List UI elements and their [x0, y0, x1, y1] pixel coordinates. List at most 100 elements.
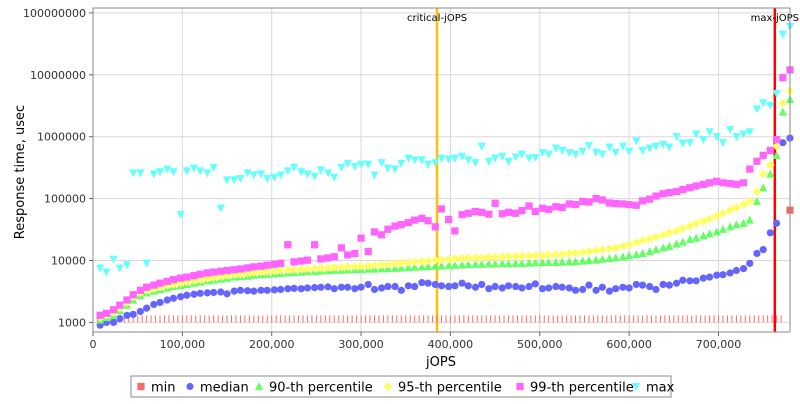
- 99-th-percentile-point: [136, 286, 144, 294]
- 90-th-percentile-point: [477, 259, 486, 268]
- 90-th-percentile-point: [678, 237, 687, 246]
- 95-th-percentile-point: [597, 245, 607, 255]
- median-point: [136, 307, 144, 316]
- 90-th-percentile-point: [726, 222, 735, 231]
- 99-th-percentile-point: [277, 259, 285, 267]
- 95-th-percentile-point: [337, 262, 346, 272]
- 99-th-percentile-point: [311, 241, 319, 249]
- max-point: [705, 128, 714, 137]
- median-point: [364, 280, 372, 289]
- max-point: [249, 171, 258, 180]
- 90-th-percentile-point: [471, 259, 480, 268]
- max-point: [203, 169, 212, 178]
- 99-th-percentile-point: [431, 223, 439, 231]
- max-point: [772, 89, 781, 98]
- y-tick-label: 1000: [58, 316, 86, 329]
- legend-label-95-th-percentile: 95-th percentile: [398, 381, 502, 396]
- median-point: [109, 318, 118, 327]
- max-point: [209, 163, 218, 172]
- 90-th-percentile-point: [672, 239, 681, 248]
- 95-th-percentile-point: [404, 258, 413, 267]
- 95-th-percentile-point: [444, 254, 454, 264]
- max-point: [498, 152, 507, 161]
- max-point: [102, 268, 111, 277]
- 90-th-percentile-point: [739, 218, 748, 227]
- 99-th-percentile-point: [351, 249, 359, 258]
- median-point: [759, 246, 767, 254]
- max-point: [778, 30, 787, 39]
- median-point: [525, 282, 533, 291]
- legend-label-min: min: [151, 381, 176, 396]
- 95-th-percentile-point: [517, 251, 527, 261]
- max-point: [732, 133, 741, 142]
- 90-th-percentile-point: [685, 234, 695, 243]
- 99-th-percentile-point: [357, 234, 365, 242]
- 99-th-percentile-point: [284, 241, 292, 249]
- 95-th-percentile-point: [718, 208, 728, 218]
- 95-th-percentile-point: [450, 254, 460, 264]
- median-point: [646, 282, 654, 291]
- max-point: [316, 166, 325, 175]
- max-point: [236, 175, 245, 184]
- 99-th-percentile-point: [753, 157, 761, 165]
- median-point: [518, 284, 526, 292]
- max-point: [330, 173, 339, 182]
- 99-th-percentile-point: [713, 177, 721, 185]
- 99-th-percentile-point: [344, 251, 352, 259]
- max-point: [638, 146, 647, 155]
- 90-th-percentile-point: [645, 247, 654, 256]
- 90-th-percentile-point: [484, 259, 493, 268]
- 95-th-percentile-point: [497, 252, 507, 262]
- max-point: [491, 154, 500, 163]
- 99-th-percentile-point: [652, 192, 660, 200]
- 95-th-percentile-point: [564, 249, 574, 258]
- max-point: [96, 264, 105, 273]
- median-point: [210, 288, 218, 297]
- max-point: [383, 164, 392, 173]
- 99-th-percentile-point: [531, 207, 539, 216]
- 99-th-percentile-point: [397, 221, 405, 229]
- median-point: [579, 285, 587, 294]
- 99-th-percentile-point: [116, 301, 124, 309]
- 99-th-percentile-point: [471, 207, 480, 216]
- legend-label-99-th-percentile: 99-th percentile: [530, 381, 634, 396]
- median-point: [270, 286, 278, 294]
- 90-th-percentile-point: [538, 258, 547, 267]
- median-point: [478, 280, 486, 289]
- median-point: [263, 286, 271, 294]
- median-point: [531, 280, 539, 288]
- 99-th-percentile-point: [250, 263, 258, 271]
- median-point: [203, 289, 211, 297]
- median-point: [464, 282, 472, 290]
- 95-th-percentile-point: [739, 200, 748, 210]
- max-point: [115, 264, 124, 273]
- 99-th-percentile-point: [538, 204, 547, 212]
- 99-th-percentile-point: [598, 196, 606, 204]
- 99-th-percentile-point: [190, 272, 198, 280]
- median-point: [378, 284, 386, 292]
- 99-th-percentile-point: [638, 197, 647, 205]
- max-point: [584, 141, 594, 150]
- max-point: [276, 171, 285, 180]
- median-point: [692, 277, 700, 285]
- 95-th-percentile-point: [530, 251, 540, 261]
- max-point: [517, 150, 527, 159]
- 99-th-percentile-point: [646, 195, 654, 203]
- 99-th-percentile-point: [223, 266, 231, 275]
- median-point: [250, 287, 258, 295]
- max-point: [444, 155, 453, 164]
- 99-th-percentile-point: [263, 261, 271, 269]
- max-point: [343, 159, 352, 168]
- max-point: [310, 172, 319, 181]
- max-point: [544, 150, 553, 159]
- max-point: [243, 169, 252, 178]
- 99-th-percentile-point: [303, 256, 312, 264]
- max-point: [511, 153, 520, 162]
- 90-th-percentile-point: [705, 229, 714, 238]
- 99-th-percentile-point: [458, 211, 466, 219]
- 99-th-percentile-point: [625, 201, 633, 209]
- 95-th-percentile-point: [377, 260, 387, 270]
- max-point: [189, 164, 199, 173]
- 95-th-percentile-point: [303, 264, 312, 274]
- max-point: [450, 154, 460, 163]
